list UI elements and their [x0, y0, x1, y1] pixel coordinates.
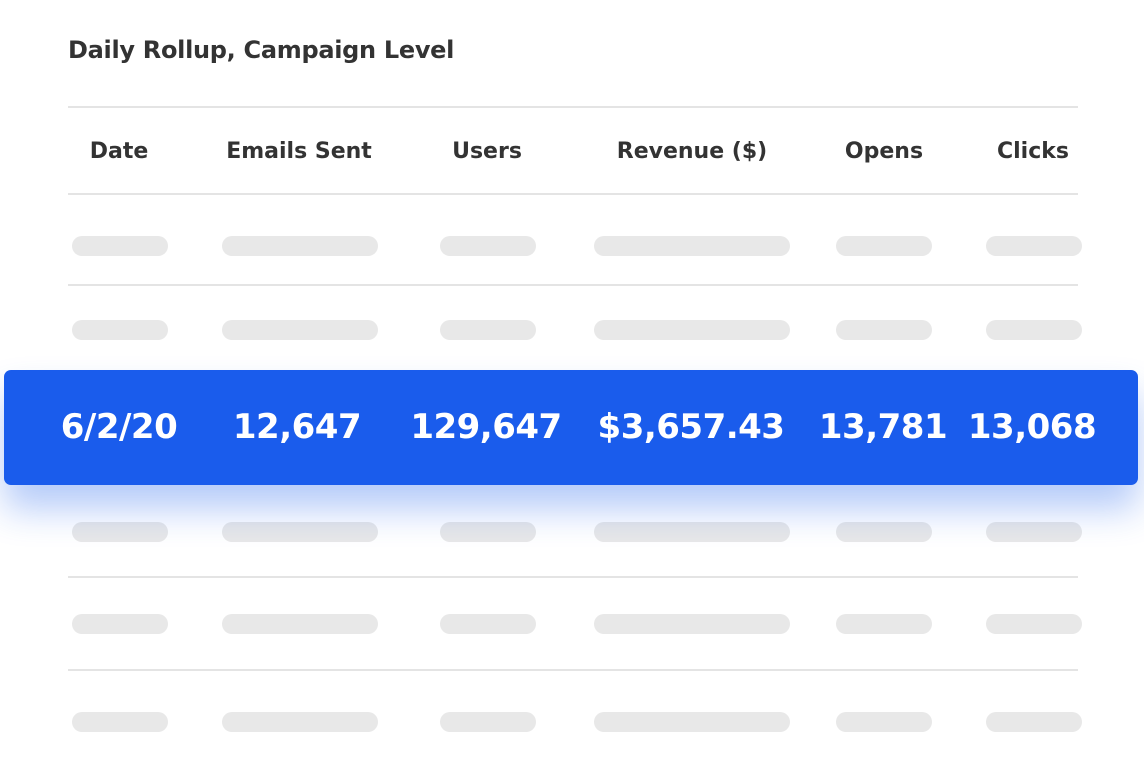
cell-emails-sent: 12,647 [232, 407, 362, 447]
cell-opens: 13,781 [818, 407, 948, 447]
column-header-revenue[interactable]: Revenue ($) [616, 139, 768, 164]
placeholder-cell [836, 712, 932, 732]
table-top-divider [68, 106, 1078, 108]
highlighted-row[interactable]: 6/2/20 12,647 129,647 $3,657.43 13,781 1… [4, 370, 1138, 485]
placeholder-cell [594, 320, 790, 340]
column-header-date[interactable]: Date [89, 139, 149, 164]
placeholder-cell [986, 522, 1082, 542]
table-title: Daily Rollup, Campaign Level [68, 36, 455, 64]
placeholder-cell [72, 712, 168, 732]
table-row[interactable] [0, 712, 1144, 732]
cell-users: 129,647 [410, 407, 562, 447]
placeholder-cell [440, 236, 536, 256]
placeholder-cell [986, 614, 1082, 634]
placeholder-cell [222, 320, 378, 340]
cell-clicks: 13,068 [967, 407, 1097, 447]
row-divider [68, 284, 1078, 286]
placeholder-cell [836, 236, 932, 256]
placeholder-cell [72, 236, 168, 256]
placeholder-cell [594, 522, 790, 542]
placeholder-cell [986, 712, 1082, 732]
placeholder-cell [986, 236, 1082, 256]
placeholder-cell [440, 320, 536, 340]
placeholder-cell [72, 522, 168, 542]
cell-revenue: $3,657.43 [597, 407, 785, 447]
placeholder-cell [836, 522, 932, 542]
placeholder-cell [222, 236, 378, 256]
placeholder-cell [222, 712, 378, 732]
table-row[interactable] [0, 522, 1144, 542]
placeholder-cell [440, 712, 536, 732]
table-header: Date Emails Sent Users Revenue ($) Opens… [0, 108, 1144, 196]
table-row[interactable] [0, 614, 1144, 634]
placeholder-cell [836, 614, 932, 634]
cell-date: 6/2/20 [60, 407, 178, 447]
column-header-opens[interactable]: Opens [844, 139, 924, 164]
placeholder-cell [836, 320, 932, 340]
placeholder-cell [594, 614, 790, 634]
table-row[interactable] [0, 236, 1144, 256]
placeholder-cell [222, 522, 378, 542]
placeholder-cell [594, 712, 790, 732]
placeholder-cell [72, 614, 168, 634]
column-header-clicks[interactable]: Clicks [997, 139, 1069, 164]
placeholder-cell [594, 236, 790, 256]
header-divider [68, 193, 1078, 195]
placeholder-cell [440, 522, 536, 542]
table-row[interactable] [0, 320, 1144, 340]
column-header-users[interactable]: Users [452, 139, 522, 164]
row-divider [68, 669, 1078, 671]
row-divider [68, 576, 1078, 578]
placeholder-cell [986, 320, 1082, 340]
column-header-emails-sent[interactable]: Emails Sent [226, 139, 372, 164]
placeholder-cell [72, 320, 168, 340]
placeholder-cell [222, 614, 378, 634]
placeholder-cell [440, 614, 536, 634]
